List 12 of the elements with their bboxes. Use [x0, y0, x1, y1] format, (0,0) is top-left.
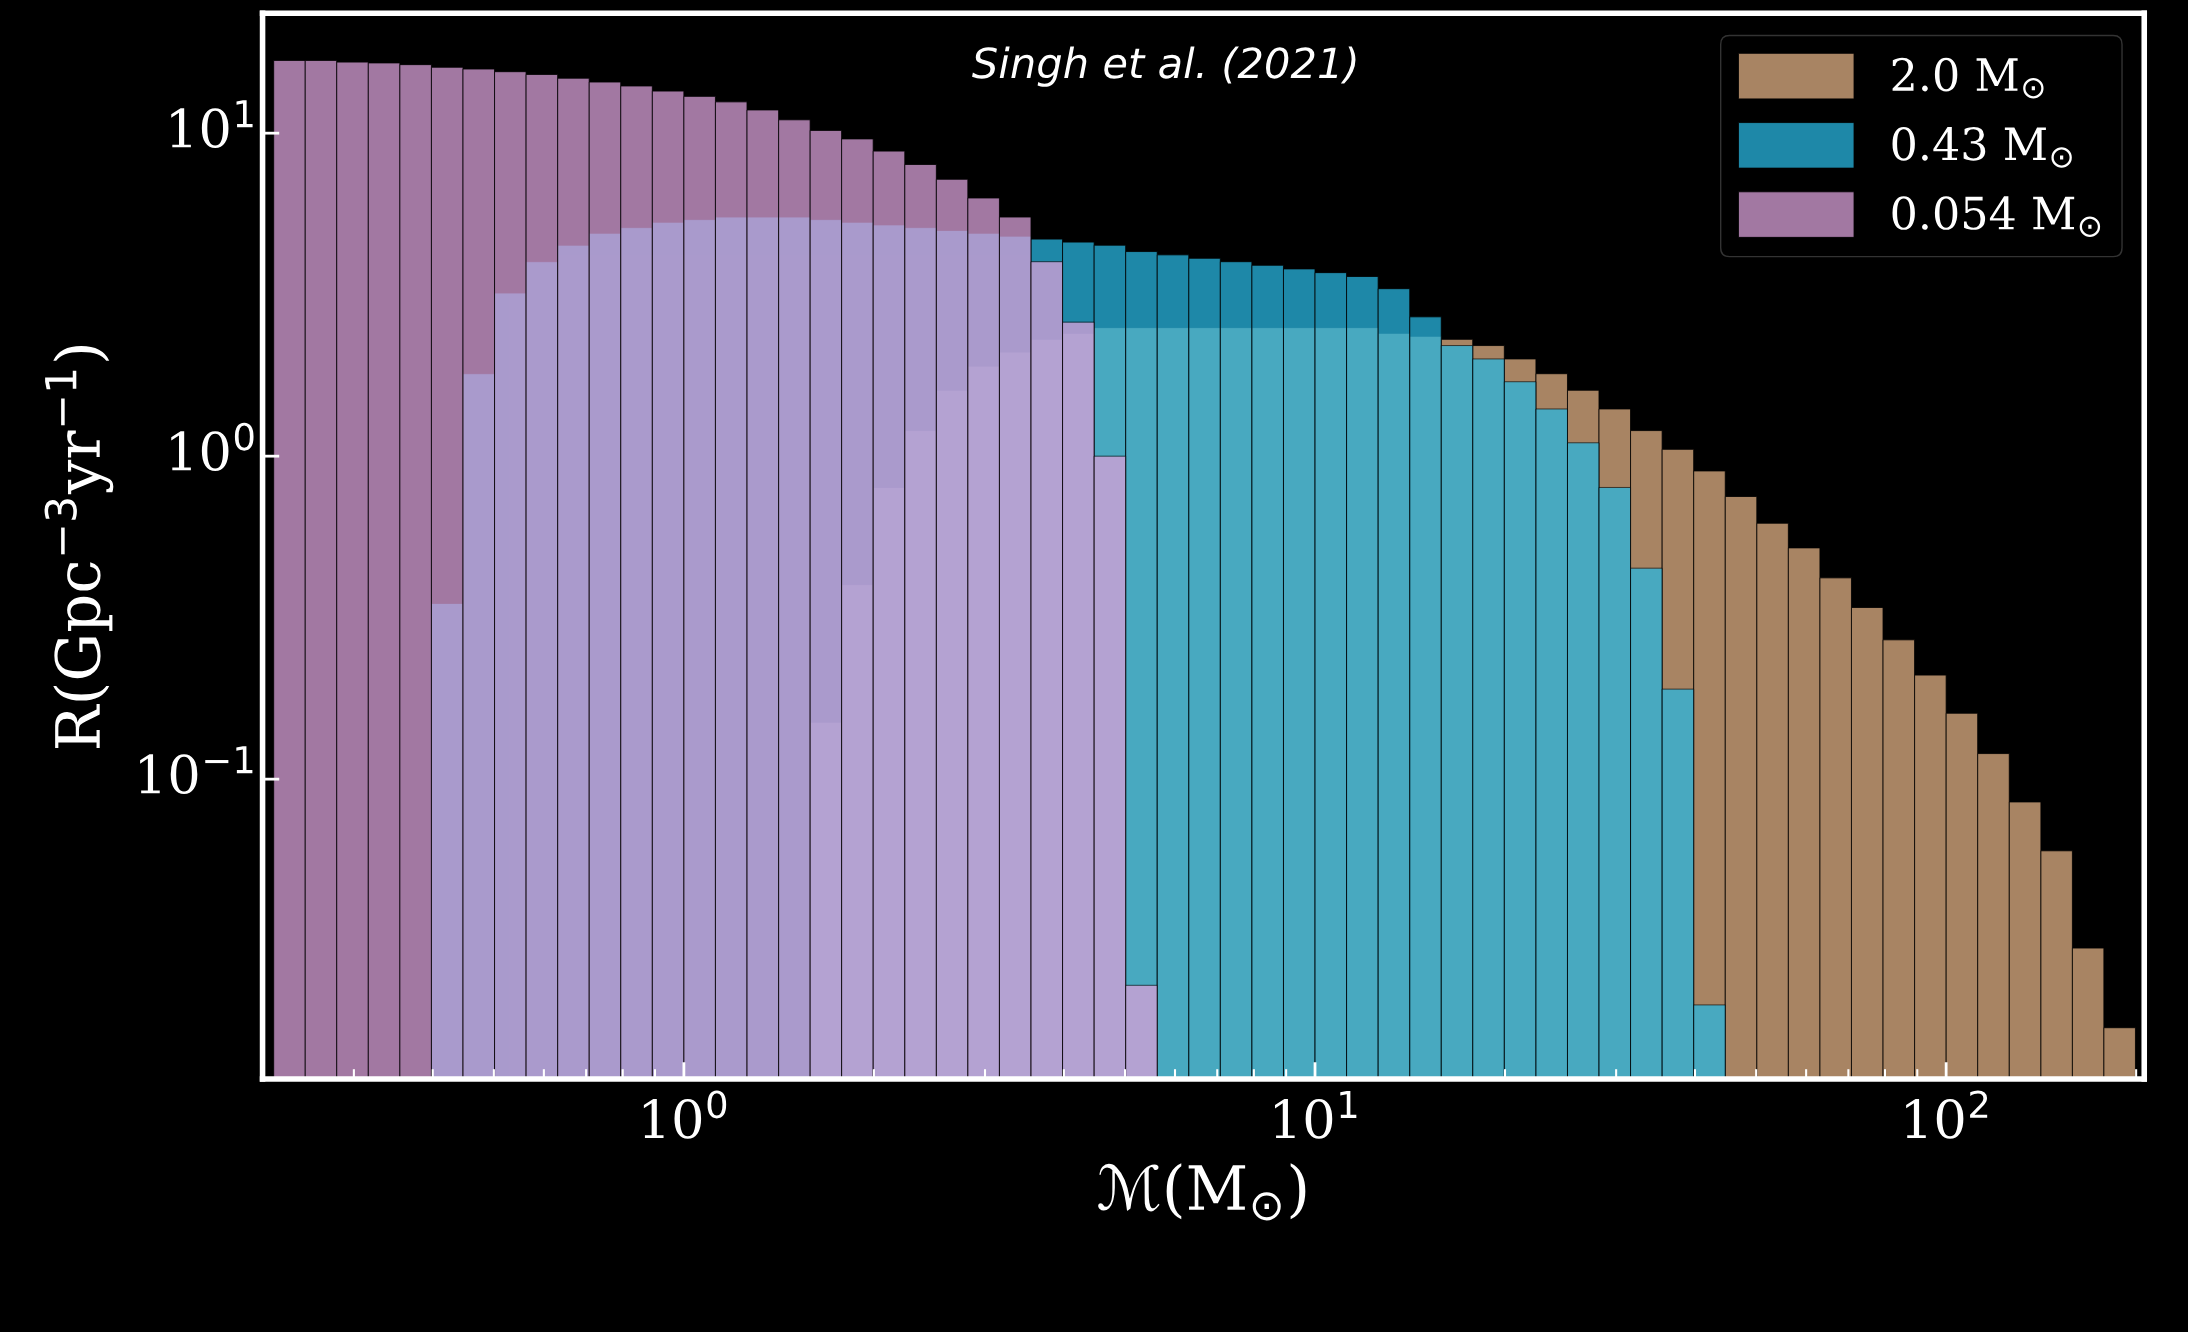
x-axis-title: ℳ(M$_{⊙}$): [1098, 1163, 1306, 1221]
x-tick-label: 10$^{0}$: [643, 1090, 727, 1139]
legend-label: 2.0 M$_{⊙}$: [1892, 57, 2044, 99]
x-tick-label: 10$^{1}$: [1275, 1090, 1357, 1139]
legend-label: 0.054 M$_{⊙}$: [1892, 196, 2101, 237]
x-tick-label: 10$^{2}$: [1906, 1090, 1988, 1139]
y-tick-label: 10$^{−1}$: [140, 746, 253, 795]
y-tick-label: 10$^{1}$: [171, 100, 253, 149]
legend-label: 0.43 M$_{⊙}$: [1892, 127, 2072, 168]
annotation: Singh et al. (2021): [972, 46, 1356, 87]
y-axis-title: R(Gpc$^{−3}$yr$^{−1}$): [44, 346, 114, 749]
y-tick-label: 10$^{0}$: [171, 422, 254, 472]
